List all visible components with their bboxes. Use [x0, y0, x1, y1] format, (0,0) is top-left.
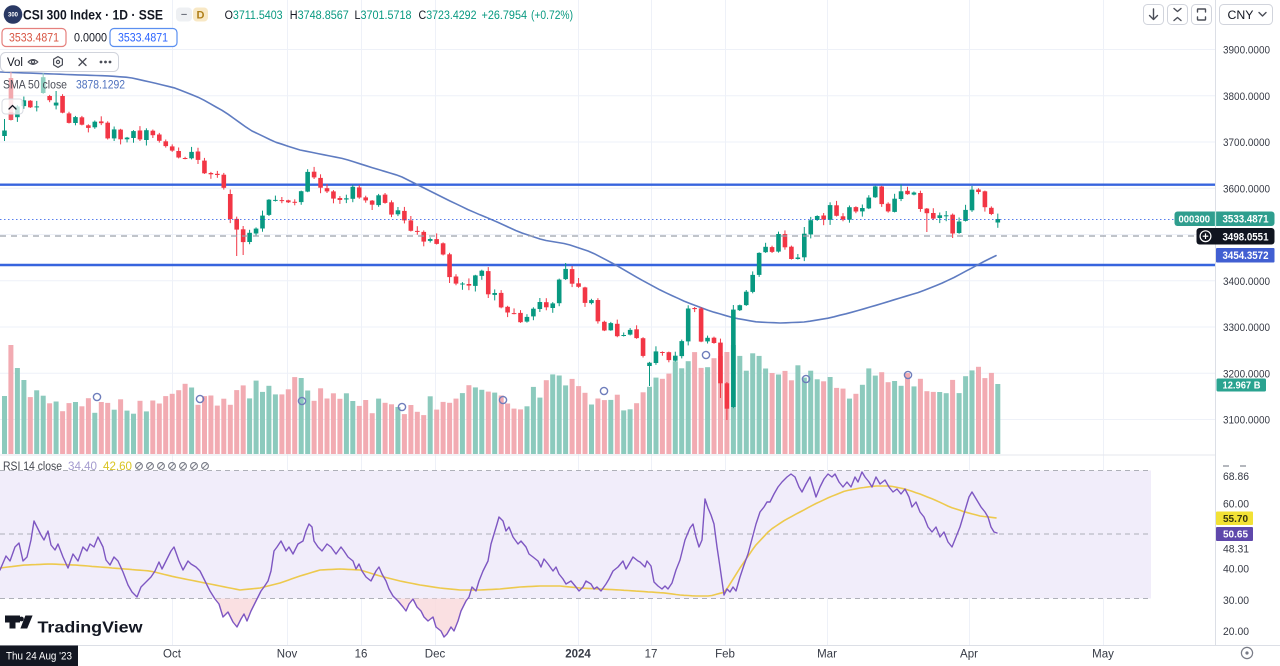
svg-text:3533.4871: 3533.4871 — [118, 33, 168, 45]
svg-text:CNY: CNY — [1228, 8, 1254, 22]
svg-text:42.60: 42.60 — [103, 461, 132, 473]
svg-text:+26.7954: +26.7954 — [482, 10, 528, 22]
svg-text:CSI 300 Index · 1D · SSE: CSI 300 Index · 1D · SSE — [23, 8, 163, 23]
svg-text:O3711.5403: O3711.5403 — [225, 10, 283, 22]
svg-text:L3701.5718: L3701.5718 — [355, 10, 412, 22]
svg-text:16: 16 — [355, 649, 368, 661]
svg-text:TradingView: TradingView — [38, 620, 144, 637]
svg-text:3900.0000: 3900.0000 — [1223, 45, 1270, 57]
svg-text:Dec: Dec — [425, 649, 446, 661]
svg-text:3400.0000: 3400.0000 — [1223, 276, 1270, 288]
svg-text:D: D — [197, 10, 205, 22]
svg-text:3300.0000: 3300.0000 — [1223, 322, 1270, 334]
svg-text:Oct: Oct — [163, 649, 182, 661]
svg-text:Vol: Vol — [7, 57, 23, 69]
svg-text:20.00: 20.00 — [1223, 626, 1249, 638]
svg-text:–: – — [181, 9, 187, 21]
svg-text:3200.0000: 3200.0000 — [1223, 368, 1270, 380]
svg-text:3700.0000: 3700.0000 — [1223, 137, 1270, 149]
svg-text:48.31: 48.31 — [1223, 544, 1249, 556]
svg-text:50.65: 50.65 — [1223, 529, 1248, 541]
svg-text:68.86: 68.86 — [1223, 471, 1249, 483]
svg-text:3454.3572: 3454.3572 — [1223, 250, 1269, 262]
svg-text:000300: 000300 — [1179, 214, 1211, 226]
svg-text:H3748.8567: H3748.8567 — [290, 10, 349, 22]
svg-text:12.967 B: 12.967 B — [1223, 380, 1261, 392]
svg-text:May: May — [1092, 649, 1114, 661]
svg-text:55.70: 55.70 — [1223, 513, 1248, 525]
svg-text:3533.4871: 3533.4871 — [9, 33, 59, 45]
svg-text:300: 300 — [8, 13, 19, 19]
svg-text:2024: 2024 — [565, 649, 591, 661]
svg-text:3878.1292: 3878.1292 — [76, 78, 125, 92]
svg-text:Apr: Apr — [960, 649, 978, 661]
svg-text:34.40: 34.40 — [68, 461, 97, 473]
svg-text:60.00: 60.00 — [1223, 499, 1249, 511]
svg-text:3533.4871: 3533.4871 — [1223, 214, 1269, 226]
svg-text:3498.0551: 3498.0551 — [1223, 232, 1269, 244]
svg-text:30.00: 30.00 — [1223, 595, 1249, 607]
svg-text:40.00: 40.00 — [1223, 564, 1249, 576]
svg-text:Nov: Nov — [277, 649, 298, 661]
svg-text:SMA 50 close: SMA 50 close — [3, 78, 67, 92]
svg-text:0.0000: 0.0000 — [74, 33, 107, 45]
svg-text:Thu 24 Aug '23: Thu 24 Aug '23 — [6, 651, 72, 663]
svg-text:3800.0000: 3800.0000 — [1223, 91, 1270, 103]
svg-text:C3723.4292: C3723.4292 — [419, 10, 477, 22]
svg-text:17: 17 — [645, 649, 658, 661]
svg-text:3600.0000: 3600.0000 — [1223, 183, 1270, 195]
svg-text:RSI 14 close: RSI 14 close — [3, 461, 62, 473]
svg-text:Feb: Feb — [715, 649, 735, 661]
svg-text:Mar: Mar — [817, 649, 837, 661]
svg-text:(+0.72%): (+0.72%) — [531, 10, 573, 22]
svg-text:3100.0000: 3100.0000 — [1223, 415, 1270, 427]
